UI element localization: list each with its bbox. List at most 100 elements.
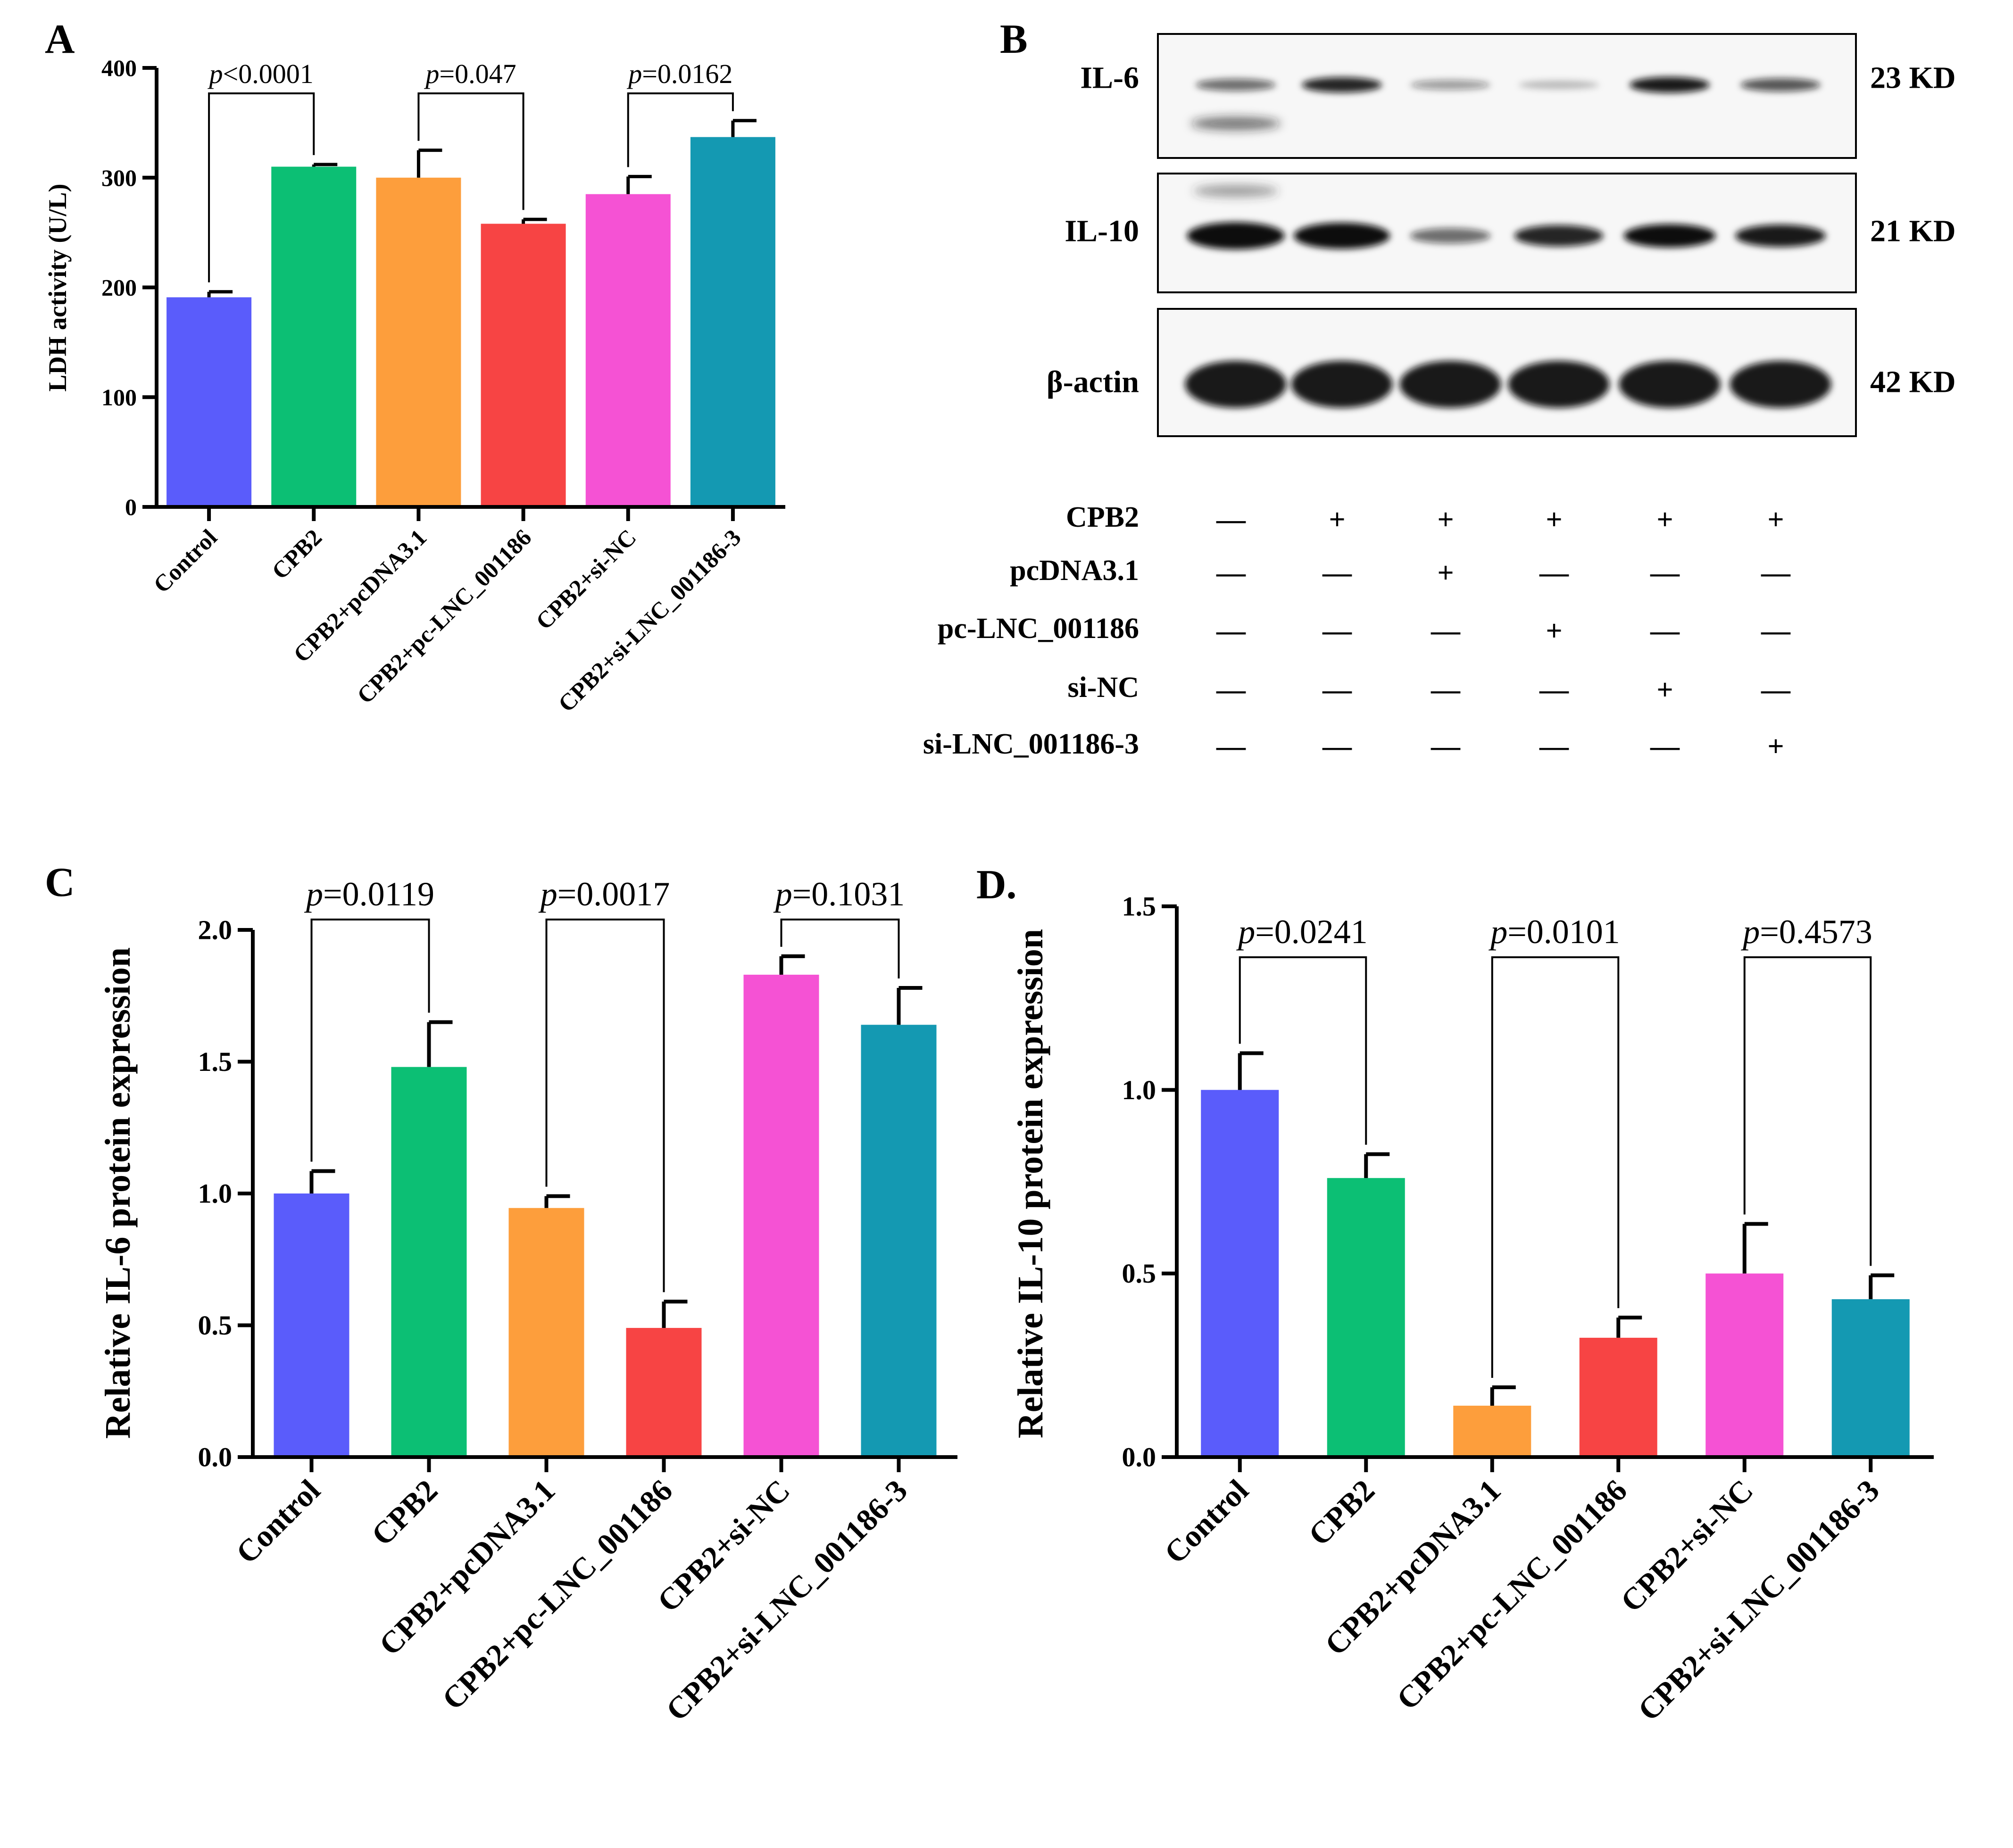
treatment-mark: + — [1656, 504, 1673, 536]
treatment-mark: — — [1322, 615, 1352, 647]
blot-band — [1730, 361, 1831, 408]
p-value-label: p=0.1031 — [773, 875, 905, 913]
y-tick-label: 200 — [101, 274, 137, 301]
p-symbol: p — [424, 58, 439, 89]
p-value: =0.1031 — [792, 875, 905, 913]
blot-protein-label: IL-6 — [1080, 61, 1139, 95]
bar-5 — [861, 1025, 937, 1457]
p-symbol: p — [538, 875, 557, 913]
y-tick-label: 2.0 — [198, 915, 233, 945]
treatment-mark: — — [1539, 557, 1569, 589]
significance-bracket — [417, 92, 524, 210]
blot-band — [1187, 222, 1285, 249]
p-value: =0.4573 — [1760, 913, 1872, 951]
treatment-mark: + — [1767, 504, 1784, 536]
treatment-mark: — — [1431, 615, 1461, 647]
treatment-mark: — — [1650, 615, 1680, 647]
p-value-label: p<0.0001 — [208, 58, 314, 89]
blot-size-label: 42 KD — [1870, 365, 1956, 399]
treatment-mark: — — [1216, 615, 1246, 647]
bar-5 — [690, 137, 775, 507]
x-category-label: CPB2+si-LNC_001186-3 — [553, 524, 746, 717]
treatment-mark: + — [1546, 504, 1562, 536]
y-axis-title: Relative IL-10 protein expression — [1011, 929, 1050, 1438]
treatment-label: si-LNC_001186-3 — [923, 728, 1139, 760]
p-value-label: p=0.0241 — [1236, 913, 1368, 951]
y-tick-label: 0.5 — [198, 1310, 233, 1341]
treatment-mark: — — [1539, 674, 1569, 706]
p-value-label: p=0.047 — [424, 58, 516, 89]
significance-bracket — [545, 919, 665, 1293]
bar-3 — [481, 224, 566, 507]
treatment-mark: — — [1431, 730, 1461, 762]
significance-bracket — [1491, 956, 1620, 1378]
p-symbol: p — [1236, 913, 1255, 951]
significance-bracket — [780, 919, 900, 978]
treatment-mark: — — [1761, 674, 1791, 706]
x-category-label: Control — [148, 524, 222, 598]
bar-1 — [391, 1067, 467, 1457]
panel-label-c: C — [45, 860, 75, 905]
treatment-mark: — — [1761, 557, 1791, 589]
blot-band — [1410, 80, 1490, 90]
blot-band — [1740, 78, 1821, 92]
p-value: =0.0101 — [1507, 913, 1620, 951]
bar-0 — [166, 297, 252, 507]
blot-size-label: 23 KD — [1870, 61, 1956, 95]
p-value: =0.0119 — [323, 875, 434, 913]
treatment-label: pc-LNC_001186 — [938, 613, 1139, 645]
bar-3 — [626, 1328, 702, 1457]
p-value-label: p=0.4573 — [1740, 913, 1872, 951]
panel-label-b: B — [1000, 17, 1028, 62]
blot-protein-label: β-actin — [1047, 365, 1139, 399]
blot-membrane-0 — [1157, 33, 1857, 159]
y-tick-label: 400 — [101, 55, 137, 81]
x-category-label: Control — [1158, 1473, 1255, 1570]
p-value: =0.047 — [439, 58, 516, 89]
p-value: <0.0001 — [223, 58, 314, 89]
bar-0 — [274, 1193, 349, 1457]
blot-band — [1410, 228, 1491, 244]
treatment-mark: — — [1650, 557, 1680, 589]
p-symbol: p — [208, 58, 223, 89]
blot-band — [1514, 225, 1604, 247]
treatment-mark: — — [1216, 730, 1246, 762]
blot-band — [1619, 361, 1721, 408]
p-symbol: p — [1740, 913, 1760, 951]
x-category-label: CPB2 — [266, 524, 327, 584]
blot-band — [1185, 361, 1287, 408]
blot-band — [1623, 224, 1716, 248]
y-tick-label: 0.0 — [1122, 1442, 1156, 1473]
bar-2 — [376, 177, 461, 507]
y-tick-label: 1.5 — [1122, 891, 1156, 922]
blot-band — [1291, 361, 1393, 408]
bar-0 — [1201, 1090, 1279, 1457]
blot-band — [1196, 79, 1276, 91]
x-category-label: CPB2+si-LNC_001186-3 — [1631, 1473, 1886, 1728]
x-category-label: CPB2+si-LNC_001186-3 — [659, 1473, 914, 1728]
blot-band — [1294, 223, 1390, 249]
treatment-mark: — — [1322, 557, 1352, 589]
significance-bracket — [1239, 956, 1367, 1145]
p-symbol: p — [773, 875, 792, 913]
treatment-mark: — — [1322, 730, 1352, 762]
treatment-mark: — — [1539, 730, 1569, 762]
x-category-label: CPB2 — [365, 1473, 444, 1552]
p-value: =0.0162 — [642, 58, 732, 89]
blot-protein-label: IL-10 — [1065, 214, 1139, 249]
p-value: =0.0241 — [1255, 913, 1368, 951]
y-tick-label: 0 — [125, 494, 137, 520]
significance-bracket — [1743, 956, 1872, 1266]
blot-band — [1508, 361, 1610, 408]
bar-4 — [1705, 1273, 1784, 1457]
y-tick-label: 100 — [101, 384, 137, 410]
treatment-mark: + — [1437, 504, 1454, 536]
blot-size-label: 21 KD — [1870, 214, 1956, 249]
x-category-label: CPB2+si-NC — [531, 524, 641, 635]
treatment-mark: — — [1216, 557, 1246, 589]
panel-label-d: D. — [976, 862, 1017, 908]
